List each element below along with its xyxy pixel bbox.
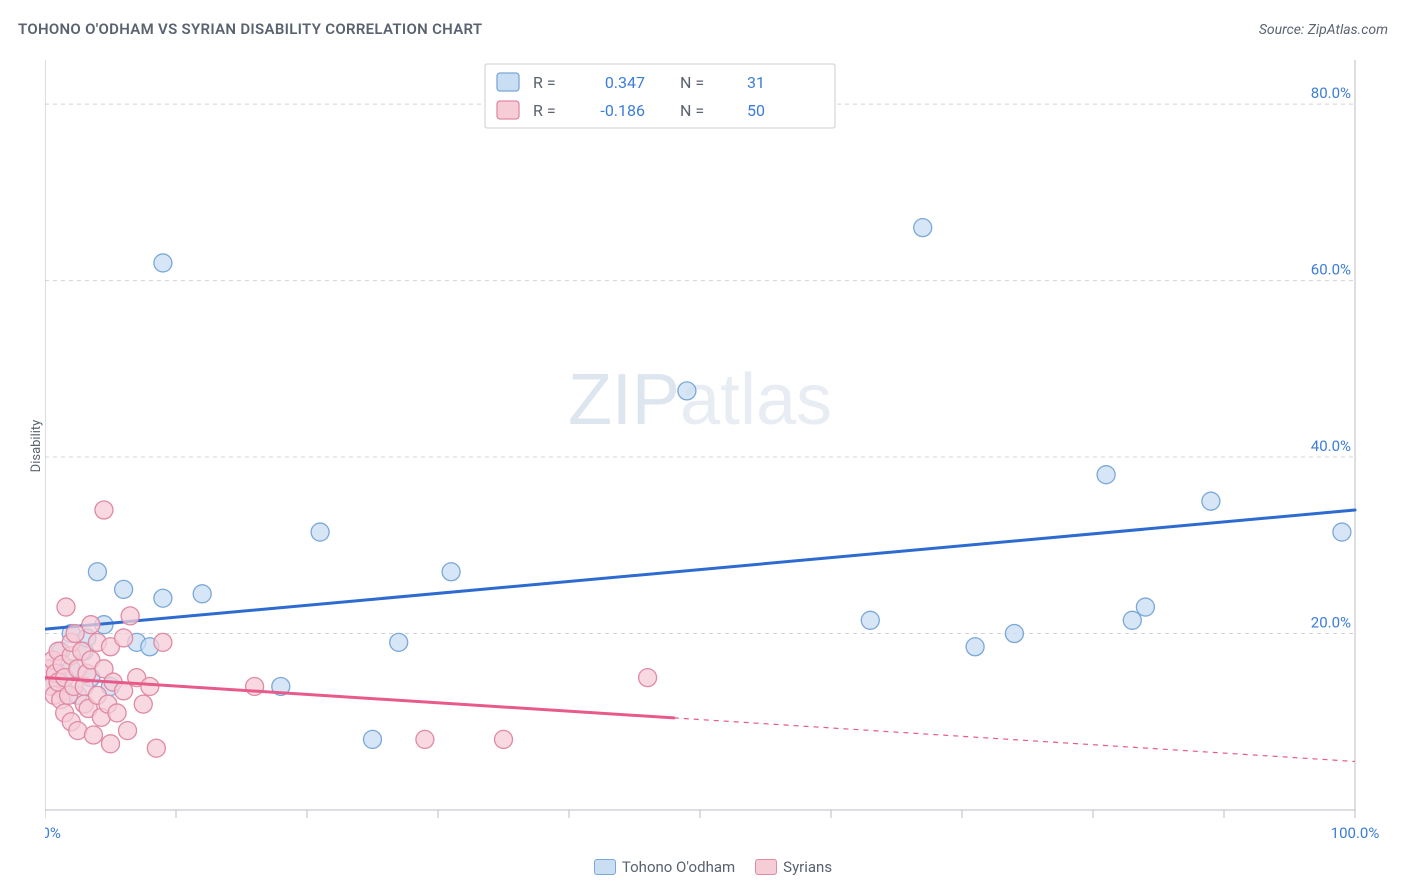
data-point bbox=[311, 523, 329, 541]
data-point bbox=[1202, 492, 1220, 510]
data-point bbox=[82, 616, 100, 634]
data-point bbox=[861, 611, 879, 629]
legend-label: Tohono O'odham bbox=[622, 858, 735, 876]
legend-swatch bbox=[497, 73, 519, 91]
legend-label: Syrians bbox=[783, 858, 832, 876]
legend-swatch bbox=[755, 859, 777, 875]
data-point bbox=[115, 580, 133, 598]
trend-line-dashed bbox=[674, 718, 1355, 762]
x-tick-label: 100.0% bbox=[1331, 824, 1380, 840]
stats-legend: R = 0.347 N = 31 R = -0.186 N = 50 bbox=[485, 64, 835, 128]
data-point bbox=[416, 730, 434, 748]
data-point bbox=[442, 563, 460, 581]
data-point bbox=[57, 598, 75, 616]
data-point bbox=[495, 730, 513, 748]
data-point bbox=[108, 704, 126, 722]
data-point bbox=[88, 563, 106, 581]
data-point bbox=[102, 735, 120, 753]
data-point bbox=[115, 629, 133, 647]
stat-n-label: N = bbox=[680, 101, 704, 120]
stat-n-label: N = bbox=[680, 73, 704, 92]
source-label: Source: ZipAtlas.com bbox=[1259, 22, 1388, 38]
stat-r-label: R = bbox=[533, 73, 556, 92]
data-point bbox=[678, 382, 696, 400]
scatter-plot-svg: ZIPatlas 20.0% 40.0% 60.0% 80.0% 0.0% 100.0% R … bbox=[45, 50, 1385, 840]
data-point bbox=[154, 633, 172, 651]
legend-swatch bbox=[497, 101, 519, 119]
data-point bbox=[1333, 523, 1351, 541]
data-point bbox=[1123, 611, 1141, 629]
data-point bbox=[95, 501, 113, 519]
y-axis-label: Disability bbox=[29, 420, 44, 473]
series-legend: Tohono O'odham Syrians bbox=[0, 858, 1406, 876]
data-point bbox=[639, 669, 657, 687]
y-tick-label: 20.0% bbox=[1311, 614, 1351, 632]
data-point bbox=[966, 638, 984, 656]
y-tick-label: 80.0% bbox=[1311, 84, 1351, 102]
data-point bbox=[364, 730, 382, 748]
data-point bbox=[119, 722, 137, 740]
data-point bbox=[154, 254, 172, 272]
data-point bbox=[1097, 466, 1115, 484]
data-point bbox=[141, 677, 159, 695]
stat-r-value: 0.347 bbox=[605, 73, 645, 92]
stat-n-value: 50 bbox=[747, 101, 765, 120]
data-point bbox=[147, 739, 165, 757]
data-point bbox=[154, 589, 172, 607]
stat-r-value: -0.186 bbox=[600, 101, 645, 120]
data-point bbox=[193, 585, 211, 603]
trend-line bbox=[45, 510, 1355, 629]
data-point bbox=[134, 695, 152, 713]
data-point bbox=[1136, 598, 1154, 616]
watermark: ZIPatlas bbox=[568, 360, 832, 440]
y-tick-label: 60.0% bbox=[1311, 261, 1351, 279]
data-point bbox=[390, 633, 408, 651]
chart-title: TOHONO O'ODHAM VS SYRIAN DISABILITY CORR… bbox=[18, 20, 482, 38]
data-point bbox=[84, 726, 102, 744]
stat-n-value: 31 bbox=[747, 73, 765, 92]
chart-area: ZIPatlas 20.0% 40.0% 60.0% 80.0% 0.0% 100.0% R … bbox=[45, 50, 1385, 840]
data-point bbox=[66, 625, 84, 643]
stat-r-label: R = bbox=[533, 101, 556, 120]
x-tick-label: 0.0% bbox=[45, 824, 61, 840]
legend-swatch bbox=[594, 859, 616, 875]
data-point bbox=[1005, 625, 1023, 643]
data-point bbox=[121, 607, 139, 625]
y-tick-label: 40.0% bbox=[1311, 437, 1351, 455]
data-point bbox=[914, 219, 932, 237]
